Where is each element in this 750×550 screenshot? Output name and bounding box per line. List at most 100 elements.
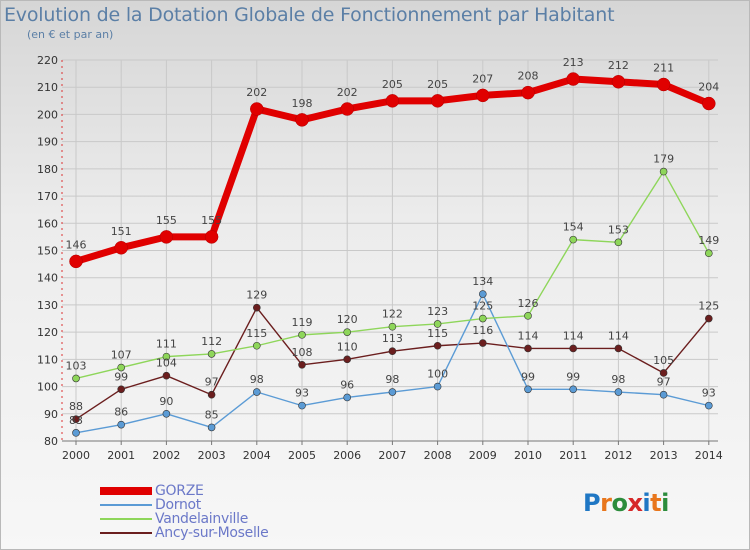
data-label-dornot-2001: 86: [114, 406, 128, 419]
point-gorze-2008: [430, 94, 445, 108]
data-label-vandelainville-2007: 122: [382, 308, 403, 321]
point-vandelainville-2006: [343, 328, 352, 336]
point-gorze-2013: [656, 77, 671, 92]
data-label-dornot-2006: 96: [340, 378, 354, 391]
data-label-vandelainville-2004: 115: [246, 327, 267, 340]
point-dornot-2012: [614, 388, 623, 396]
x-tick-label: 2014: [695, 449, 723, 462]
y-tick-label: 90: [44, 408, 58, 421]
y-tick-label: 190: [37, 136, 58, 149]
point-vandelainville-2003: [207, 350, 216, 358]
data-label-vandelainville-2013: 179: [653, 153, 674, 166]
point-dornot-2006: [343, 393, 352, 402]
data-label-dornot-2012: 98: [611, 373, 625, 386]
x-tick-label: 2000: [62, 449, 90, 462]
point-gorze-2004: [250, 102, 264, 116]
point-ancy-sur-moselle-2007: [388, 347, 397, 355]
point-dornot-2007: [388, 388, 397, 396]
data-label-ancy-sur-moselle-2007: 113: [382, 332, 403, 345]
point-ancy-sur-moselle-2008: [433, 341, 442, 350]
data-label-ancy-sur-moselle-2006: 110: [337, 340, 358, 353]
legend-swatch: [100, 504, 152, 506]
logo-letter: i: [661, 489, 669, 517]
data-label-gorze-2000: 146: [66, 238, 87, 251]
logo-letter: i: [642, 489, 651, 517]
axes: 8090100110120130140150160170180190200210…: [37, 54, 723, 462]
data-label-gorze-2007: 205: [382, 78, 403, 91]
logo-letter: t: [650, 489, 662, 517]
point-dornot-2001: [117, 420, 125, 429]
data-label-vandelainville-2002: 111: [156, 338, 177, 351]
data-label-gorze-2003: 155: [201, 214, 222, 227]
y-tick-label: 110: [37, 353, 58, 366]
x-tick-label: 2005: [288, 449, 316, 462]
point-dornot-2000: [72, 429, 80, 437]
data-label-dornot-2014: 93: [702, 387, 716, 400]
point-gorze-2014: [702, 96, 716, 111]
y-tick-label: 200: [37, 108, 58, 121]
data-label-dornot-2008: 100: [427, 368, 448, 381]
point-gorze-2001: [114, 241, 128, 255]
point-ancy-sur-moselle-2010: [524, 344, 532, 353]
logo-letter: x: [627, 489, 643, 517]
point-vandelainville-2014: [704, 249, 713, 258]
y-tick-label: 170: [37, 190, 58, 203]
point-ancy-sur-moselle-2006: [343, 355, 352, 364]
point-gorze-2006: [340, 102, 354, 116]
y-tick-label: 80: [44, 435, 58, 448]
data-label-gorze-2014: 204: [698, 81, 719, 94]
x-tick-label: 2006: [333, 449, 361, 462]
x-tick-label: 2009: [469, 449, 497, 462]
x-tick-label: 2010: [514, 449, 542, 462]
data-label-gorze-2002: 155: [156, 214, 177, 227]
y-tick-label: 150: [37, 245, 58, 258]
y-tick-label: 140: [37, 272, 58, 285]
point-dornot-2009: [478, 290, 487, 298]
point-vandelainville-2002: [162, 352, 171, 361]
data-label-ancy-sur-moselle-2003: 97: [205, 376, 219, 389]
data-label-ancy-sur-moselle-2014: 125: [698, 300, 719, 313]
data-label-ancy-sur-moselle-2009: 116: [472, 324, 493, 337]
data-label-ancy-sur-moselle-2010: 114: [518, 329, 539, 342]
data-label-dornot-2005: 93: [295, 387, 309, 400]
point-ancy-sur-moselle-2002: [162, 371, 171, 380]
data-label-ancy-sur-moselle-2002: 104: [156, 357, 177, 370]
point-vandelainville-2000: [72, 374, 80, 383]
point-ancy-sur-moselle-2005: [298, 360, 306, 369]
y-tick-label: 130: [37, 299, 58, 312]
data-label-vandelainville-2003: 112: [201, 335, 222, 348]
y-tick-label: 100: [37, 381, 58, 394]
point-gorze-2009: [476, 88, 490, 103]
x-tick-label: 2013: [650, 449, 678, 462]
legend-label: Dornot: [155, 497, 201, 513]
point-vandelainville-2009: [478, 314, 487, 323]
legend-label: Ancy-sur-Moselle: [155, 525, 269, 541]
data-label-gorze-2006: 202: [337, 86, 358, 99]
data-label-ancy-sur-moselle-2008: 115: [427, 327, 448, 340]
data-label-vandelainville-2000: 103: [66, 359, 87, 372]
x-tick-label: 2008: [424, 449, 452, 462]
data-label-gorze-2005: 198: [292, 97, 313, 110]
data-label-ancy-sur-moselle-2000: 88: [69, 400, 83, 413]
point-dornot-2013: [659, 390, 668, 399]
data-label-ancy-sur-moselle-2013: 105: [653, 354, 674, 367]
chart-subtitle: (en € et par an): [27, 28, 114, 41]
legend-swatch: [100, 532, 152, 534]
legend-label: Vandelainville: [155, 511, 249, 527]
data-label-gorze-2001: 151: [111, 225, 132, 238]
point-gorze-2010: [521, 85, 535, 100]
point-ancy-sur-moselle-2011: [569, 344, 578, 353]
grid-lines: [62, 59, 718, 442]
point-vandelainville-2013: [659, 167, 668, 176]
data-label-vandelainville-2012: 153: [608, 223, 629, 236]
data-label-dornot-2013: 97: [657, 376, 671, 389]
x-tick-label: 2002: [152, 449, 180, 462]
point-dornot-2010: [524, 385, 532, 394]
data-label-vandelainville-2008: 123: [427, 305, 448, 318]
data-label-dornot-2010: 99: [521, 370, 535, 383]
point-dornot-2011: [569, 385, 578, 394]
data-label-vandelainville-2010: 126: [518, 297, 539, 310]
point-dornot-2003: [207, 423, 216, 432]
